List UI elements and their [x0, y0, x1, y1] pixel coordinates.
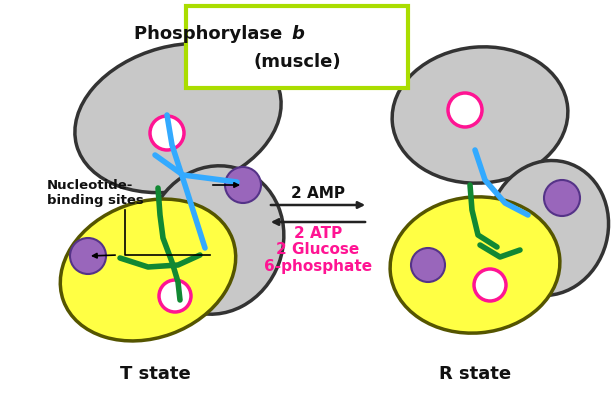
Text: b: b [291, 25, 304, 43]
Text: Phosphorylase: Phosphorylase [134, 25, 289, 43]
Ellipse shape [75, 43, 281, 193]
Ellipse shape [146, 166, 284, 314]
Circle shape [225, 167, 261, 203]
Text: T state: T state [120, 365, 191, 383]
Text: Nucleotide-
binding sites: Nucleotide- binding sites [47, 179, 144, 207]
Ellipse shape [390, 197, 560, 333]
Text: 2 ATP: 2 ATP [294, 226, 342, 241]
Circle shape [150, 116, 184, 150]
Text: 2 Glucose
6-phosphate: 2 Glucose 6-phosphate [264, 242, 372, 275]
Circle shape [448, 93, 482, 127]
Ellipse shape [60, 199, 236, 341]
Ellipse shape [392, 47, 568, 183]
Text: 2 AMP: 2 AMP [291, 186, 345, 201]
Circle shape [411, 248, 445, 282]
Text: R state: R state [439, 365, 511, 383]
Circle shape [159, 280, 191, 312]
Circle shape [70, 238, 106, 274]
Text: (muscle): (muscle) [253, 53, 341, 71]
Circle shape [474, 269, 506, 301]
Circle shape [544, 180, 580, 216]
FancyBboxPatch shape [186, 6, 408, 88]
Ellipse shape [488, 160, 609, 295]
